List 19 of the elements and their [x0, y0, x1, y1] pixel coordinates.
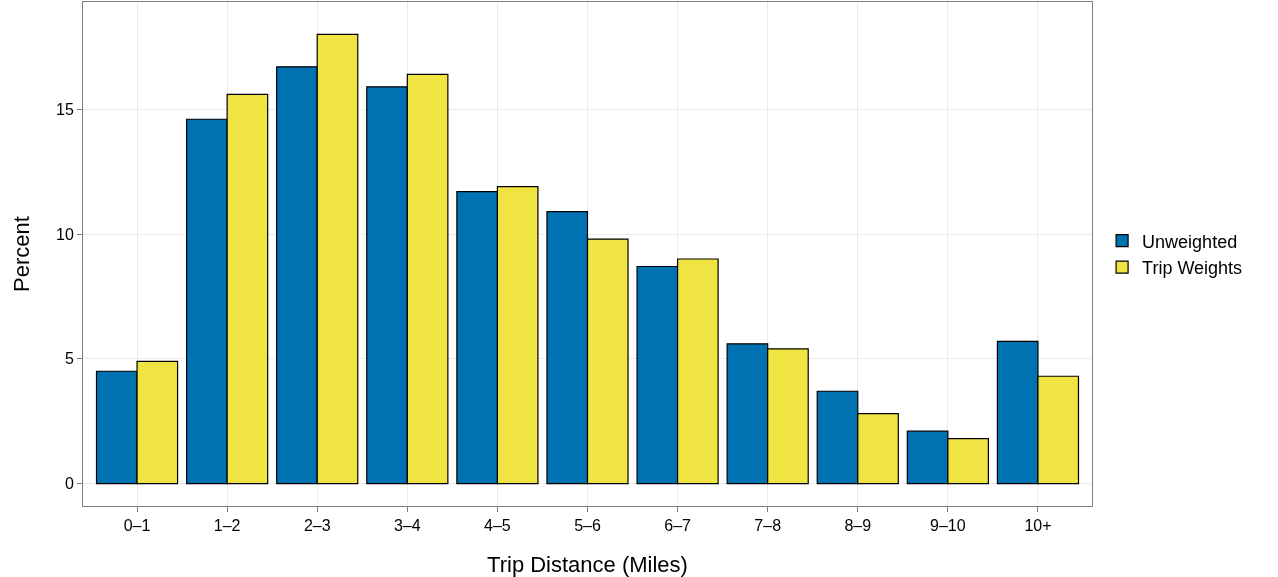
x-tick-label: 1–2: [213, 517, 241, 535]
y-tick-label: 15: [56, 100, 74, 118]
x-tick-label: 0–1: [123, 517, 151, 535]
legend-label: Unweighted: [1142, 231, 1238, 252]
y-tick-label: 0: [64, 475, 74, 493]
x-tick-label: 2–3: [303, 517, 331, 535]
x-tick-label: 5–6: [574, 517, 601, 535]
x-axis-title: Trip Distance (Miles): [487, 552, 688, 577]
x-tick-label: 8–9: [844, 517, 872, 535]
legend-label: Trip Weights: [1142, 258, 1243, 279]
x-tick-label: 9–10: [930, 517, 966, 535]
x-tick-label: 6–7: [664, 517, 692, 535]
y-tick-label: 5: [64, 350, 74, 368]
y-tick-label: 10: [56, 225, 74, 243]
y-axis-title: Percent: [9, 216, 34, 292]
x-tick-label: 7–8: [754, 517, 782, 535]
x-tick-label: 3–4: [393, 517, 421, 535]
x-tick-label: 10+: [1024, 517, 1052, 535]
x-tick-label: 4–5: [484, 517, 511, 535]
